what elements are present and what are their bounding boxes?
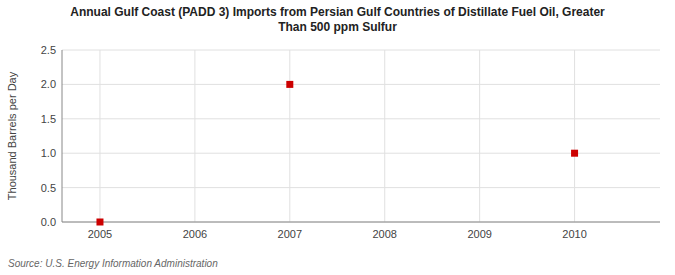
- x-tick-label: 2006: [183, 228, 207, 240]
- y-axis-line: [62, 50, 63, 222]
- y-grid-line: [62, 222, 660, 223]
- chart-title: Annual Gulf Coast (PADD 3) Imports from …: [70, 5, 605, 34]
- point: [96, 219, 103, 226]
- y-tick-label: 0.0: [41, 216, 56, 228]
- x-tick-label: 2009: [467, 228, 491, 240]
- x-tick-label: 2007: [278, 228, 302, 240]
- x-axis-line: [62, 222, 660, 223]
- y-tick-label: 1.0: [41, 147, 56, 159]
- grid: [62, 50, 660, 222]
- x-grid-line: [194, 50, 195, 222]
- y-tick-label: 2.0: [41, 78, 56, 90]
- x-grid-line: [384, 50, 385, 222]
- y-grid-line: [62, 50, 660, 51]
- y-tick-label: 2.5: [41, 44, 56, 56]
- y-grid-line: [62, 187, 660, 188]
- source-note: Source: U.S. Energy Information Administ…: [8, 258, 218, 269]
- x-grid-line: [574, 50, 575, 222]
- x-tick-label: 2008: [372, 228, 396, 240]
- point: [571, 150, 578, 157]
- y-grid-line: [62, 153, 660, 154]
- y-tick-label: 1.5: [41, 113, 56, 125]
- x-grid-line: [99, 50, 100, 222]
- title-line: Than 500 ppm Sulfur: [278, 20, 397, 34]
- x-grid-line: [479, 50, 480, 222]
- y-axis-label: Thousand Barrels per Day: [6, 71, 18, 200]
- x-tick-label: 2010: [562, 228, 586, 240]
- data-points: [96, 81, 578, 226]
- y-tick-label: 0.5: [41, 182, 56, 194]
- title-line: Annual Gulf Coast (PADD 3) Imports from …: [70, 5, 605, 19]
- chart-svg: Annual Gulf Coast (PADD 3) Imports from …: [0, 0, 675, 275]
- y-grid-line: [62, 84, 660, 85]
- point: [286, 81, 293, 88]
- axes: 0.0 0.5 1.0 1.5 2.0 2.5 2005 2006 2007 2008 2009 20…: [41, 44, 660, 240]
- x-grid-line: [289, 50, 290, 222]
- y-grid-line: [62, 118, 660, 119]
- chart-container: Annual Gulf Coast (PADD 3) Imports from …: [0, 0, 675, 275]
- x-tick-label: 2005: [88, 228, 112, 240]
